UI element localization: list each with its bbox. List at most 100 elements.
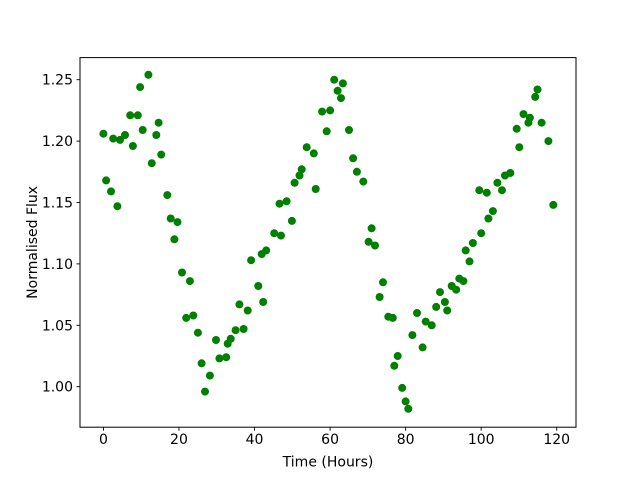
data-point: [231, 326, 240, 335]
data-point: [138, 126, 147, 134]
data-point: [239, 325, 248, 333]
y-tick-label: 1.05: [42, 318, 73, 334]
y-tick-label: 1.10: [42, 257, 73, 273]
data-point: [309, 149, 318, 158]
data-point: [432, 302, 441, 311]
data-point: [121, 131, 129, 139]
data-point: [275, 199, 284, 208]
y-tick-label: 1.15: [42, 195, 73, 211]
data-point: [136, 83, 145, 92]
data-point: [297, 165, 306, 174]
data-point: [359, 177, 368, 186]
data-point: [404, 404, 413, 413]
data-point: [133, 111, 142, 120]
data-point: [322, 127, 331, 136]
data-point: [185, 277, 194, 286]
data-point: [226, 334, 235, 343]
y-tick-label: 1.20: [42, 134, 73, 150]
x-tick-label: 40: [246, 432, 264, 448]
data-point: [302, 143, 311, 152]
data-point: [468, 239, 477, 247]
plot-area: [79, 57, 577, 428]
data-point: [270, 229, 279, 238]
data-point: [393, 352, 402, 360]
x-tick-label: 20: [170, 432, 188, 448]
data-point: [247, 256, 256, 265]
data-point: [506, 169, 515, 177]
y-axis-label: Normalised Flux: [25, 186, 41, 299]
data-point: [154, 118, 163, 127]
data-point: [128, 142, 137, 150]
x-axis-label: Time (Hours): [282, 455, 374, 471]
data-point: [99, 129, 108, 138]
data-point: [259, 298, 268, 306]
x-tick-label: 0: [99, 432, 108, 448]
data-point: [290, 178, 299, 187]
data-point: [375, 293, 384, 301]
data-point: [201, 387, 209, 396]
x-tick-label: 100: [468, 432, 495, 448]
data-point: [333, 86, 342, 95]
data-point: [443, 306, 452, 315]
data-point: [147, 159, 156, 168]
data-point: [212, 336, 220, 344]
data-point: [193, 328, 202, 337]
data-point: [465, 257, 474, 266]
data-point: [498, 186, 506, 195]
data-point: [436, 288, 444, 297]
data-point: [157, 150, 166, 159]
data-point: [364, 237, 373, 246]
data-point: [337, 94, 345, 103]
data-point: [215, 354, 224, 363]
data-point: [330, 75, 339, 84]
data-point: [418, 343, 427, 352]
data-point: [484, 214, 493, 223]
data-point: [493, 178, 502, 187]
scatter-points: [99, 70, 558, 413]
data-point: [421, 317, 430, 326]
data-point: [311, 185, 320, 193]
data-point: [163, 191, 172, 200]
data-point: [144, 70, 153, 79]
data-point: [173, 218, 182, 227]
data-point: [512, 124, 521, 133]
data-point: [427, 321, 436, 330]
x-axis-ticks: 0 20 40 60 80 100 120: [99, 427, 570, 448]
data-point: [408, 331, 417, 340]
data-point: [525, 113, 534, 122]
data-point: [477, 229, 486, 238]
data-point: [109, 134, 118, 143]
data-point: [459, 277, 468, 286]
data-point: [549, 200, 558, 209]
data-point: [197, 359, 206, 368]
data-point: [178, 268, 186, 277]
data-point: [388, 313, 397, 322]
data-point: [379, 278, 387, 287]
data-point: [345, 126, 353, 134]
data-point: [533, 85, 542, 94]
data-point: [537, 118, 546, 127]
x-tick-label: 60: [321, 432, 339, 448]
data-point: [107, 187, 115, 196]
data-point: [367, 224, 376, 233]
y-tick-label: 1.25: [42, 73, 73, 89]
data-point: [262, 246, 271, 255]
data-point: [243, 306, 252, 315]
data-point: [461, 246, 470, 255]
data-point: [398, 383, 407, 392]
y-tick-label: 1.00: [42, 380, 73, 396]
data-point: [390, 361, 399, 370]
data-point: [352, 167, 361, 176]
data-point: [102, 176, 111, 185]
data-point: [205, 371, 214, 380]
data-point: [544, 137, 553, 146]
data-point: [326, 106, 335, 115]
data-point: [519, 110, 528, 119]
data-point: [222, 353, 231, 362]
data-point: [488, 207, 497, 216]
data-point: [282, 197, 291, 206]
data-point: [170, 235, 179, 244]
data-point: [113, 202, 122, 211]
data-point: [371, 241, 379, 250]
data-point: [116, 135, 124, 144]
